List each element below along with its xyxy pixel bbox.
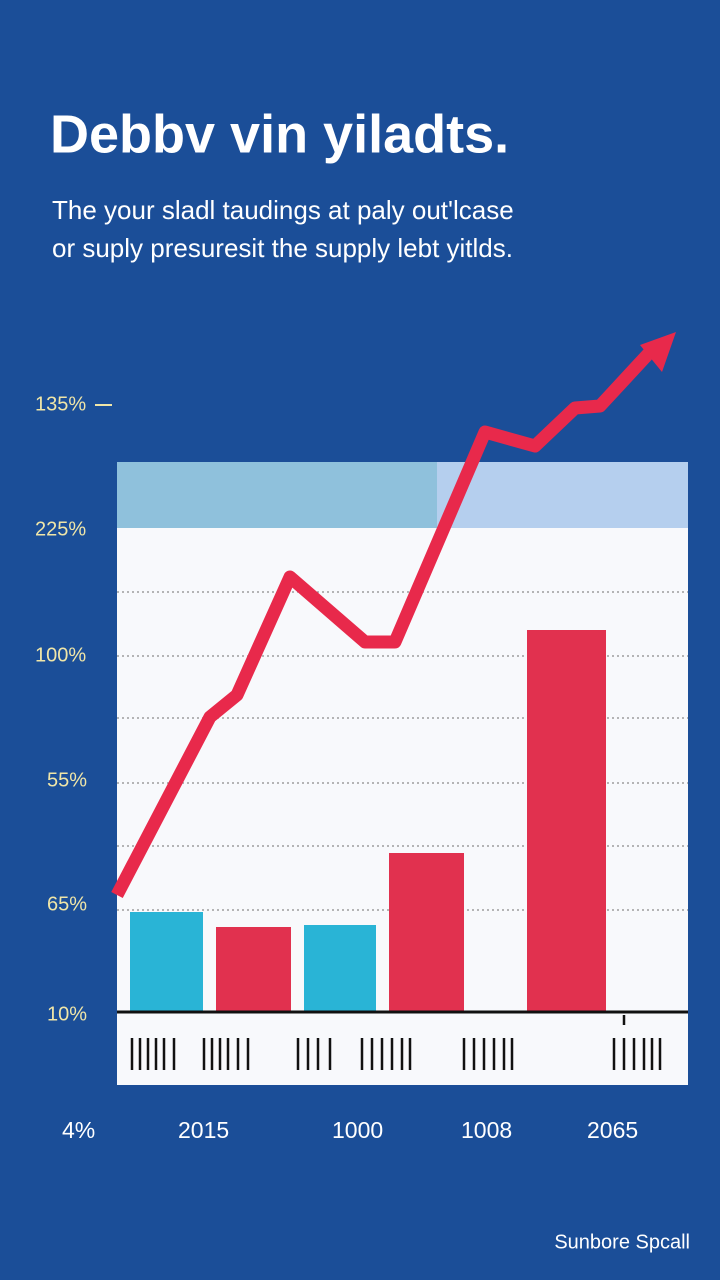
bar xyxy=(304,925,376,1011)
bar xyxy=(389,853,464,1011)
y-axis-label: 65% xyxy=(47,893,87,915)
highlight-band xyxy=(117,462,437,528)
x-axis-label: 2065 xyxy=(587,1117,638,1143)
y-axis-label: 225% xyxy=(35,518,86,540)
y-axis-label: 135% xyxy=(35,393,86,415)
y-axis-label: 100% xyxy=(35,644,86,666)
y-axis-label: 10% xyxy=(47,1003,87,1025)
arrow-head xyxy=(640,332,676,372)
subtitle-line: or suply presuresit the supply lebt yitl… xyxy=(52,233,513,263)
x-axis-label: 1008 xyxy=(461,1117,512,1143)
highlight-band xyxy=(437,462,688,528)
subtitle-line: The your sladl taudings at paly out'lcas… xyxy=(52,195,514,225)
bar xyxy=(130,912,203,1011)
x-axis-label: 2015 xyxy=(178,1117,229,1143)
bar xyxy=(527,630,606,1011)
y-axis-label: 55% xyxy=(47,769,87,791)
tick-hatches xyxy=(130,1015,662,1070)
x-axis-label: 4% xyxy=(62,1117,95,1143)
title: Debbv vin yiladts. xyxy=(50,104,509,164)
trend-line xyxy=(111,347,655,899)
hatch xyxy=(130,1015,662,1070)
bar xyxy=(216,927,291,1011)
footer: Sunbore Spcall xyxy=(554,1231,690,1253)
x-axis-label: 1000 xyxy=(332,1117,383,1143)
